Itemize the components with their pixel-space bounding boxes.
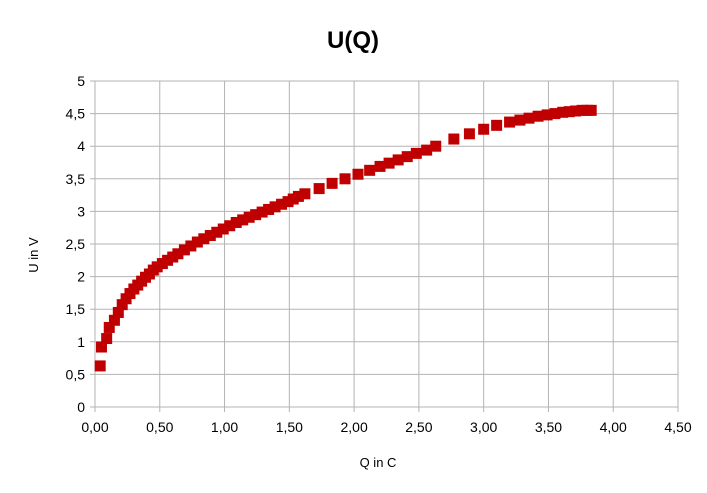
data-point [421, 144, 433, 156]
data-point [250, 209, 262, 221]
data-point [326, 177, 338, 189]
data-point [276, 198, 288, 210]
data-point [541, 109, 553, 121]
y-tick-label: 1 [77, 334, 85, 350]
y-tick-label: 4 [77, 138, 85, 154]
data-point [401, 151, 413, 163]
data-point [172, 248, 184, 260]
x-tick-labels: 0,00 0,50 1,00 1,50 2,00 2,50 3,00 3,50 4,00 4,50 [81, 419, 691, 435]
plot-area-border [94, 80, 679, 408]
x-tick-label: 4,00 [600, 419, 627, 435]
data-point [103, 321, 115, 333]
data-point [410, 147, 422, 159]
y-tick-label: 2,5 [66, 236, 86, 252]
data-point [549, 108, 561, 120]
data-point [292, 190, 304, 202]
y-tick-label: 3 [77, 203, 85, 219]
data-point [198, 233, 210, 245]
y-tick-label: 2 [77, 269, 85, 285]
data-point [532, 110, 544, 122]
x-tick-label: 1,00 [211, 419, 238, 435]
data-point [108, 314, 120, 326]
data-point [94, 360, 106, 372]
data-point [463, 128, 475, 140]
data-point [243, 211, 255, 223]
data-point [563, 106, 575, 118]
data-point [478, 123, 490, 135]
data-point [585, 104, 597, 116]
x-tick-label: 3,50 [535, 419, 562, 435]
y-tick-label: 5 [77, 73, 85, 89]
data-point [570, 105, 582, 117]
data-point [204, 230, 216, 242]
data-point [269, 201, 281, 213]
data-point [211, 226, 223, 238]
data-point [101, 333, 113, 345]
x-axis-label: Q in C [360, 455, 397, 470]
x-tick-label: 3,00 [470, 419, 497, 435]
x-tick-label: 4,50 [664, 419, 691, 435]
data-point [256, 206, 268, 218]
data-point [224, 220, 236, 232]
data-point [448, 133, 460, 145]
data-points [94, 104, 597, 372]
x-tick-label: 0,00 [81, 419, 108, 435]
x-tick-label: 0,50 [146, 419, 173, 435]
data-point [299, 188, 311, 200]
data-point [352, 168, 364, 180]
data-point [504, 116, 516, 128]
data-point [523, 112, 535, 124]
data-point [191, 236, 203, 248]
data-point [383, 157, 395, 169]
y-tick-label: 0,5 [66, 366, 86, 382]
data-point [230, 216, 242, 228]
data-point [392, 154, 404, 166]
y-tick-label: 4,5 [66, 106, 86, 122]
data-point [237, 214, 249, 226]
data-point [112, 306, 124, 318]
data-point [95, 341, 107, 353]
y-tick-label: 1,5 [66, 301, 86, 317]
data-point [364, 164, 376, 176]
y-tick-label: 3,5 [66, 171, 86, 187]
y-axis-label: U in V [26, 237, 41, 273]
data-point [430, 140, 442, 152]
data-point [339, 173, 351, 185]
x-tick-label: 1,50 [276, 419, 303, 435]
x-tick-label: 2,00 [340, 419, 367, 435]
data-point [491, 119, 503, 131]
data-point [263, 203, 275, 215]
data-point [557, 106, 569, 118]
data-point [313, 183, 325, 195]
data-point [217, 223, 229, 235]
data-point [514, 114, 526, 126]
chart-title: U(Q) [327, 27, 379, 54]
data-point [185, 240, 197, 252]
data-point [178, 244, 190, 256]
gridlines [90, 80, 679, 412]
y-tick-labels: 0 0,5 1 1,5 2 2,5 3 3,5 4 4,5 5 [66, 73, 86, 415]
data-point [116, 299, 128, 311]
y-tick-label: 0 [77, 399, 85, 415]
data-point [374, 160, 386, 172]
x-tick-label: 2,50 [405, 419, 432, 435]
